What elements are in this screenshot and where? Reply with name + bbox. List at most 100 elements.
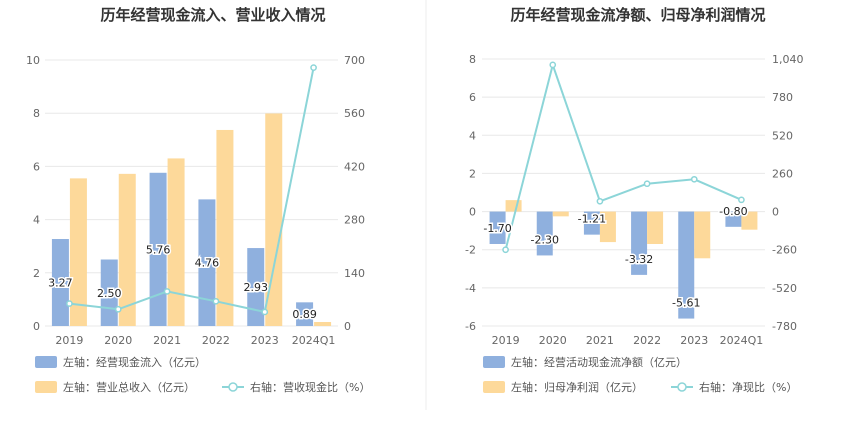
bar-secondary: [741, 211, 758, 230]
x-axis-tick-label: 2024Q1: [720, 334, 764, 347]
legend-label: 右轴：净现比（%）: [699, 380, 797, 394]
left-axis-tick-label: 4: [33, 214, 40, 227]
left-axis-tick-label: 0: [469, 206, 476, 219]
left-axis-tick-label: 8: [33, 107, 40, 120]
left-axis-tick-label: 4: [469, 129, 476, 142]
bar-primary: [51, 239, 69, 326]
right-axis-tick-label: 260: [772, 167, 793, 180]
left-axis-tick-label: 2: [469, 167, 476, 180]
series-line: [69, 67, 315, 314]
right-axis-tick-label: 0: [772, 206, 779, 219]
bar-data-label: 3.27: [48, 277, 73, 290]
x-axis-tick-label: 2023: [251, 334, 279, 347]
bar-secondary: [69, 178, 87, 326]
bar-data-label: 2.50: [97, 287, 122, 300]
bar-secondary: [552, 211, 569, 217]
bar-secondary: [647, 211, 664, 244]
series-point: [261, 308, 269, 316]
x-axis-tick-label: 2022: [633, 334, 661, 347]
bar-secondary: [265, 113, 283, 326]
bar-primary: [296, 302, 314, 326]
series-point: [212, 297, 220, 305]
bar-data-label: -2.30: [531, 233, 559, 246]
bar-primary: [631, 211, 648, 275]
x-axis-tick-label: 2022: [202, 334, 230, 347]
bar-primary: [583, 211, 600, 235]
series-point: [643, 180, 651, 188]
legend-label: 左轴：经营活动现金流净额（亿元）: [511, 355, 687, 369]
series-point: [310, 64, 317, 71]
series-point: [66, 300, 73, 307]
bar-data-label: -3.32: [625, 253, 653, 266]
bar-primary: [198, 199, 216, 326]
legend-swatch-icon: [35, 356, 57, 368]
right-axis-tick-label: 780: [772, 91, 793, 104]
series-point: [114, 305, 122, 313]
legend-marker-icon: [677, 382, 687, 392]
x-axis-tick-label: 2020: [539, 334, 567, 347]
right-axis-tick-label: 560: [344, 107, 365, 120]
x-axis-tick-label: 2021: [153, 334, 181, 347]
bar-data-label: -1.21: [578, 213, 606, 226]
x-axis-tick-label: 2020: [104, 334, 132, 347]
right-axis-tick-label: -520: [772, 282, 797, 295]
left-axis-tick-label: -2: [465, 244, 476, 257]
legend-marker-icon: [228, 382, 238, 392]
left-axis-tick-label: 0: [33, 320, 40, 333]
right-axis-tick-label: -780: [772, 320, 797, 333]
bar-primary: [678, 211, 695, 319]
legend-swatch-icon: [483, 381, 505, 393]
bar-data-label: 2.93: [244, 281, 269, 294]
right-axis-tick-label: -260: [772, 244, 797, 257]
left-axis-tick-label: 6: [469, 91, 476, 104]
left-axis-tick-label: -4: [465, 282, 476, 295]
bar-data-label: 0.89: [292, 308, 317, 321]
bar-secondary: [505, 200, 522, 212]
chart-title: 历年经营现金流净额、归母净利润情况: [510, 6, 765, 24]
bar-data-label: -1.70: [483, 222, 511, 235]
x-axis-tick-label: 2024Q1: [292, 334, 336, 347]
bar-secondary: [314, 322, 332, 326]
series-point: [549, 61, 557, 69]
bar-secondary: [216, 129, 234, 326]
series-point: [163, 288, 171, 295]
right-axis-tick-label: 520: [772, 129, 793, 142]
series-point: [690, 175, 698, 183]
series-point: [596, 197, 604, 205]
legend-swatch-icon: [483, 356, 505, 368]
bar-data-label: -5.61: [672, 297, 700, 310]
right-axis-tick-label: 420: [344, 160, 365, 173]
legend-swatch-icon: [35, 381, 57, 393]
right-axis-tick-label: 700: [344, 54, 365, 67]
left-axis-tick-label: -6: [465, 320, 476, 333]
bar-secondary: [167, 158, 185, 326]
bar-data-label: 4.76: [195, 257, 220, 270]
legend-label: 左轴：经营现金流入（亿元）: [63, 355, 206, 369]
bar-primary: [489, 211, 506, 244]
x-axis-tick-label: 2019: [55, 334, 83, 347]
x-axis-tick-label: 2019: [492, 334, 520, 347]
series-point: [738, 196, 745, 204]
bar-secondary: [118, 173, 136, 326]
bar-primary: [725, 211, 742, 227]
legend-label: 右轴：营收现金比（%）: [250, 380, 370, 394]
right-axis-tick-label: 1,040: [772, 53, 804, 66]
left-axis-tick-label: 2: [33, 267, 40, 280]
legend-axis-prefix: 左轴：: [511, 380, 544, 394]
x-axis-tick-label: 2023: [680, 334, 708, 347]
right-axis-tick-label: 140: [344, 267, 365, 280]
bar-primary: [247, 248, 265, 326]
bar-data-label: 5.76: [146, 243, 171, 256]
right-axis-tick-label: 0: [344, 320, 351, 333]
chart-panel-cash-inflow-revenue: 历年经营现金流入、营业收入情况 0 2 4 6 8 10 0 140 280 420 560 700 2…: [26, 6, 370, 394]
series-point: [502, 246, 509, 254]
legend-label: 左轴：营业总收入（亿元）: [63, 380, 195, 394]
left-axis-tick-label: 6: [33, 160, 40, 173]
left-axis-tick-label: 10: [26, 54, 40, 67]
bar-data-label: -0.80: [719, 205, 747, 218]
bar-secondary: [694, 211, 711, 259]
right-axis-tick-label: 280: [344, 214, 365, 227]
chart-panel-net-cash-profit: 历年经营现金流净额、归母净利润情况 -6 -4 -2 0 2 4 6 8 -780 -520 -26…: [465, 6, 803, 394]
chart-title: 历年经营现金流入、营业收入情况: [100, 6, 325, 24]
